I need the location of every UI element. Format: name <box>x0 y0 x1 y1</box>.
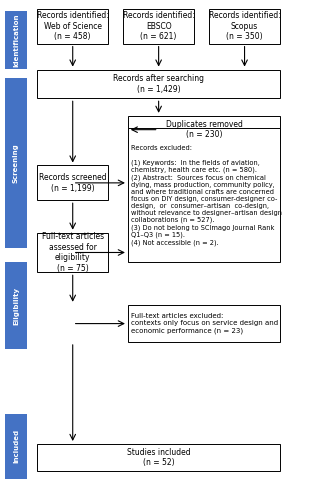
Text: Records screened
(n = 1,199): Records screened (n = 1,199) <box>39 173 107 193</box>
Text: Records excluded:

(1) Keywords:  In the fields of aviation,
chemistry, health c: Records excluded: (1) Keywords: In the f… <box>131 145 282 246</box>
Text: Screening: Screening <box>13 143 19 183</box>
Text: Full-text articles excluded:
contexts only focus on service design and
economic : Full-text articles excluded: contexts on… <box>131 313 278 334</box>
Text: Full-text articles
assessed for
eligibility
(n = 75): Full-text articles assessed for eligibil… <box>42 232 104 272</box>
FancyBboxPatch shape <box>123 9 194 43</box>
Text: Records identified:
Web of Science
(n = 458): Records identified: Web of Science (n = … <box>37 12 109 41</box>
Text: Records identified:
Scopus
(n = 350): Records identified: Scopus (n = 350) <box>209 12 281 41</box>
FancyBboxPatch shape <box>128 128 280 262</box>
Text: Records after searching
(n = 1,429): Records after searching (n = 1,429) <box>113 74 204 94</box>
Text: Records identified:
EBSCO
(n = 621): Records identified: EBSCO (n = 621) <box>123 12 195 41</box>
FancyBboxPatch shape <box>37 9 108 43</box>
FancyBboxPatch shape <box>128 116 280 143</box>
Text: Identification: Identification <box>13 13 19 66</box>
Text: Duplicates removed
(n = 230): Duplicates removed (n = 230) <box>165 120 242 139</box>
FancyBboxPatch shape <box>5 78 27 247</box>
FancyBboxPatch shape <box>128 304 280 342</box>
FancyBboxPatch shape <box>5 262 27 350</box>
FancyBboxPatch shape <box>209 9 280 43</box>
FancyBboxPatch shape <box>37 444 280 471</box>
FancyBboxPatch shape <box>37 166 108 200</box>
Text: Included: Included <box>13 430 19 464</box>
FancyBboxPatch shape <box>5 414 27 478</box>
FancyBboxPatch shape <box>37 232 108 272</box>
FancyBboxPatch shape <box>37 70 280 98</box>
Text: Studies included
(n = 52): Studies included (n = 52) <box>127 448 190 468</box>
FancyBboxPatch shape <box>5 12 27 68</box>
Text: Eligibility: Eligibility <box>13 287 19 325</box>
